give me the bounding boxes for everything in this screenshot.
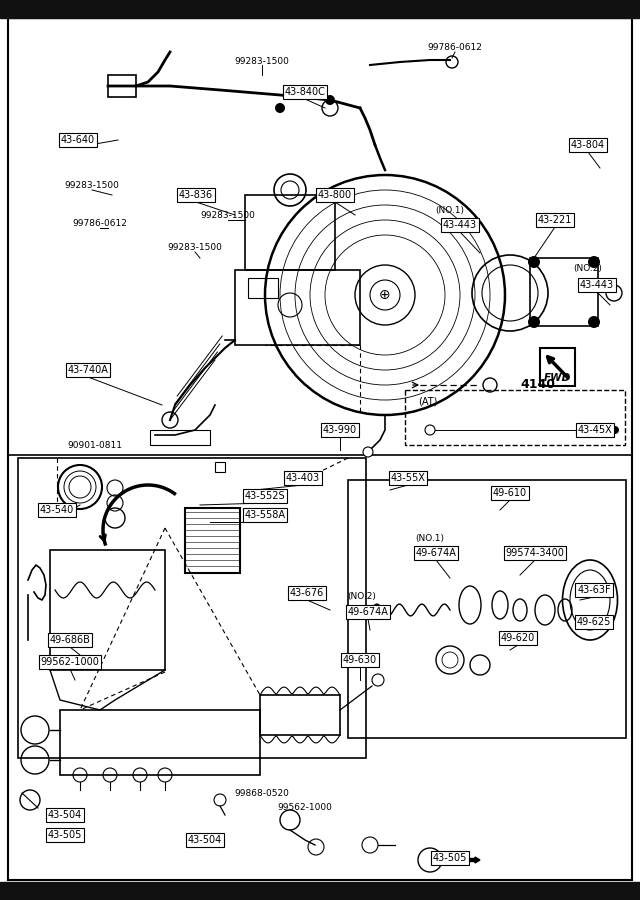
Text: 43-505: 43-505 bbox=[433, 853, 467, 863]
Text: 43-740A: 43-740A bbox=[68, 365, 108, 375]
FancyArrow shape bbox=[455, 857, 480, 863]
Text: 43-552S: 43-552S bbox=[244, 491, 285, 501]
Circle shape bbox=[528, 256, 540, 268]
Text: 99283-1500: 99283-1500 bbox=[235, 58, 289, 67]
Bar bbox=[0, 882, 640, 900]
Text: 43-540: 43-540 bbox=[40, 505, 74, 515]
Text: 43-443: 43-443 bbox=[443, 220, 477, 230]
Circle shape bbox=[325, 95, 335, 105]
Bar bbox=[405, 390, 625, 445]
Bar bbox=[245, 195, 335, 270]
Text: FWD: FWD bbox=[543, 373, 571, 383]
Text: ⊕: ⊕ bbox=[379, 288, 391, 302]
Text: 43-504: 43-504 bbox=[48, 810, 82, 820]
Text: 99868-0520: 99868-0520 bbox=[235, 788, 289, 797]
Text: 43-840C: 43-840C bbox=[285, 87, 325, 97]
Text: (NO.1): (NO.1) bbox=[415, 534, 445, 543]
Text: 49-674A: 49-674A bbox=[348, 607, 388, 617]
Bar bbox=[60, 710, 260, 775]
Text: 99283-1500: 99283-1500 bbox=[65, 181, 120, 190]
Text: (AT): (AT) bbox=[418, 397, 437, 407]
Text: 43-55X: 43-55X bbox=[390, 473, 426, 483]
Bar bbox=[108, 75, 136, 97]
Bar bbox=[185, 508, 240, 573]
Text: 43-403: 43-403 bbox=[286, 473, 320, 483]
Text: 43-505: 43-505 bbox=[48, 830, 82, 840]
Text: 99562-1000: 99562-1000 bbox=[40, 657, 99, 667]
Text: (NO.2): (NO.2) bbox=[348, 591, 376, 600]
Text: 49-674A: 49-674A bbox=[415, 548, 456, 558]
Text: 43-504: 43-504 bbox=[188, 835, 222, 845]
Bar bbox=[348, 480, 626, 738]
Bar bbox=[18, 458, 366, 758]
Bar bbox=[235, 270, 360, 345]
Text: 43-990: 43-990 bbox=[323, 425, 357, 435]
Text: 43-836: 43-836 bbox=[179, 190, 213, 200]
Text: 43-804: 43-804 bbox=[571, 140, 605, 150]
Circle shape bbox=[588, 316, 600, 328]
Text: 99283-1500: 99283-1500 bbox=[200, 211, 255, 220]
Text: 43-443: 43-443 bbox=[580, 280, 614, 290]
Text: 49-630: 49-630 bbox=[343, 655, 377, 665]
Circle shape bbox=[275, 103, 285, 113]
Text: 43-640: 43-640 bbox=[61, 135, 95, 145]
Text: 43-63F: 43-63F bbox=[577, 585, 611, 595]
Text: 43-800: 43-800 bbox=[318, 190, 352, 200]
Bar bbox=[530, 258, 598, 326]
Text: (NO.1): (NO.1) bbox=[435, 205, 465, 214]
Bar bbox=[260, 695, 340, 735]
Text: 43-221: 43-221 bbox=[538, 215, 572, 225]
Text: 4140: 4140 bbox=[520, 379, 555, 392]
Text: 49-625: 49-625 bbox=[577, 617, 611, 627]
Text: 49-610: 49-610 bbox=[493, 488, 527, 498]
Circle shape bbox=[588, 256, 600, 268]
Bar bbox=[0, 0, 640, 18]
Circle shape bbox=[528, 316, 540, 328]
Bar bbox=[215, 462, 225, 472]
Text: 49-686B: 49-686B bbox=[49, 635, 90, 645]
Bar bbox=[150, 430, 210, 445]
Text: 43-558A: 43-558A bbox=[244, 510, 285, 520]
Text: 99786-0612: 99786-0612 bbox=[72, 219, 127, 228]
Circle shape bbox=[363, 447, 373, 457]
Text: 99786-0612: 99786-0612 bbox=[428, 43, 483, 52]
Text: 99283-1500: 99283-1500 bbox=[168, 244, 223, 253]
Bar bbox=[540, 348, 575, 386]
Text: (NO.2): (NO.2) bbox=[573, 264, 602, 273]
Bar bbox=[50, 550, 165, 670]
Circle shape bbox=[611, 426, 619, 434]
Text: 99574-3400: 99574-3400 bbox=[506, 548, 564, 558]
Text: 43-676: 43-676 bbox=[290, 588, 324, 598]
Text: 49-620: 49-620 bbox=[501, 633, 535, 643]
Text: 43-45X: 43-45X bbox=[578, 425, 612, 435]
Text: 90901-0811: 90901-0811 bbox=[67, 440, 122, 449]
Bar bbox=[248, 278, 278, 298]
Text: 99562-1000: 99562-1000 bbox=[278, 804, 332, 813]
